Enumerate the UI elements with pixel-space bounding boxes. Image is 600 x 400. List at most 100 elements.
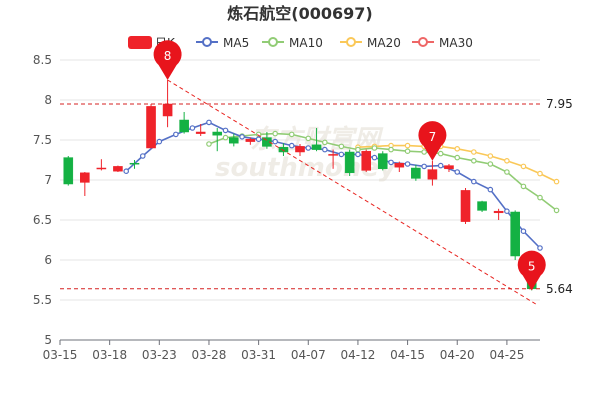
ma5-point bbox=[206, 119, 212, 126]
candle-body bbox=[361, 150, 372, 171]
candle-body bbox=[427, 169, 438, 180]
candle-body bbox=[493, 210, 504, 214]
candle-body bbox=[146, 106, 156, 149]
ma5-point bbox=[239, 134, 245, 140]
ma10-point bbox=[206, 141, 212, 147]
ma10-point bbox=[537, 194, 543, 201]
marker-pin bbox=[517, 250, 546, 291]
x-tick-label: 04-20 bbox=[440, 348, 475, 362]
candle-body bbox=[162, 103, 173, 117]
legend-marker-ma30 bbox=[418, 37, 428, 47]
candle-body bbox=[510, 211, 520, 257]
ma20-point bbox=[404, 142, 411, 149]
legend-label: MA20 bbox=[367, 36, 401, 50]
x-tick-label: 03-31 bbox=[241, 348, 276, 362]
ma20-point bbox=[537, 170, 543, 177]
ma5-point bbox=[470, 178, 477, 185]
ma20-point bbox=[504, 158, 510, 164]
ma5-point bbox=[520, 228, 527, 235]
ma5-point bbox=[487, 186, 494, 193]
candle-body bbox=[278, 146, 289, 153]
candle-body bbox=[411, 167, 421, 179]
candle-body bbox=[460, 190, 471, 222]
y-tick-label: 7.5 bbox=[33, 133, 52, 147]
y-tick-label: 7 bbox=[44, 173, 52, 187]
ma5-point bbox=[371, 154, 378, 161]
ma10-point bbox=[437, 150, 444, 157]
legend-label: MA10 bbox=[289, 36, 323, 50]
y-axis: 5 5.5 6 6.5 7 7.5 8 8.5 bbox=[33, 53, 52, 347]
ma5-point bbox=[173, 131, 179, 138]
ma5-point bbox=[504, 208, 510, 215]
ma10-point bbox=[553, 207, 560, 214]
candle-body bbox=[311, 144, 322, 150]
reference-label: 7.95 bbox=[546, 97, 573, 111]
ma10-point bbox=[470, 158, 477, 164]
candle-body bbox=[179, 119, 189, 133]
ma5-point bbox=[189, 125, 196, 131]
y-tick-label: 5 bbox=[44, 333, 52, 347]
ma10-point bbox=[504, 169, 510, 175]
ma20-point bbox=[454, 146, 461, 152]
candle-body bbox=[262, 137, 272, 147]
y-tick-label: 8.5 bbox=[33, 53, 52, 67]
ma5-point bbox=[355, 151, 361, 158]
candles bbox=[63, 80, 537, 291]
ma5-point bbox=[139, 153, 146, 159]
markers: 8 7 5 bbox=[153, 40, 546, 291]
ma10-point bbox=[454, 154, 461, 161]
ma10-point bbox=[272, 130, 278, 137]
ma5-point bbox=[322, 146, 328, 153]
candle-body bbox=[245, 138, 256, 142]
ma10-point bbox=[355, 146, 361, 153]
ma10-point bbox=[371, 145, 378, 151]
reference-lines: 7.95 5.64 bbox=[60, 79, 573, 305]
candle-body bbox=[96, 167, 107, 170]
ma10-point bbox=[404, 148, 411, 155]
ma20-point bbox=[470, 149, 477, 155]
legend-label: MA30 bbox=[439, 36, 473, 50]
marker-pin bbox=[153, 40, 182, 80]
ma10-point bbox=[388, 146, 394, 153]
ma10-point bbox=[338, 143, 345, 150]
legend-marker-ma20 bbox=[346, 37, 356, 47]
ma5-point bbox=[123, 168, 130, 175]
ma20-point bbox=[487, 153, 494, 159]
ma10-point bbox=[487, 161, 494, 167]
legend-marker-ma10 bbox=[268, 37, 278, 47]
x-axis: 03-15 03-18 03-23 03-28 03-31 04-07 04-12 04-15… bbox=[43, 339, 540, 362]
ma20-point bbox=[520, 163, 527, 170]
candle-body bbox=[344, 151, 355, 174]
ma5-point bbox=[156, 138, 163, 145]
candle-body bbox=[377, 153, 388, 170]
y-tick-label: 6.5 bbox=[33, 213, 52, 227]
ma5-point bbox=[255, 136, 262, 143]
candle-body bbox=[63, 157, 74, 185]
chart-title: 炼石航空(000697) bbox=[227, 4, 372, 23]
candle-body bbox=[228, 137, 239, 144]
ma10-point bbox=[421, 149, 427, 155]
ma20-point bbox=[553, 178, 560, 185]
marker-label: 8 bbox=[164, 49, 172, 63]
x-tick-label: 04-12 bbox=[340, 348, 375, 362]
ma10-point bbox=[288, 131, 295, 138]
x-tick-label: 03-15 bbox=[43, 348, 78, 362]
legend-swatch-daily-k bbox=[128, 36, 152, 49]
x-tick-label: 03-23 bbox=[142, 348, 177, 362]
ma10-point bbox=[520, 183, 527, 190]
trend-line bbox=[167, 79, 536, 305]
candle-body bbox=[295, 146, 305, 153]
legend-marker-ma5 bbox=[202, 37, 212, 47]
marker-label: 7 bbox=[429, 130, 437, 144]
chart-legend[interactable]: 日KMA5MA10MA20MA30 bbox=[128, 36, 473, 50]
ma5-point bbox=[272, 138, 278, 145]
ma5-point bbox=[537, 245, 543, 251]
x-tick-label: 04-25 bbox=[489, 348, 524, 362]
reference-label: 5.64 bbox=[546, 282, 573, 296]
ma5-point bbox=[338, 151, 345, 158]
ma5-point bbox=[222, 127, 229, 134]
candle-body bbox=[394, 162, 405, 168]
ma5-point bbox=[454, 169, 461, 175]
